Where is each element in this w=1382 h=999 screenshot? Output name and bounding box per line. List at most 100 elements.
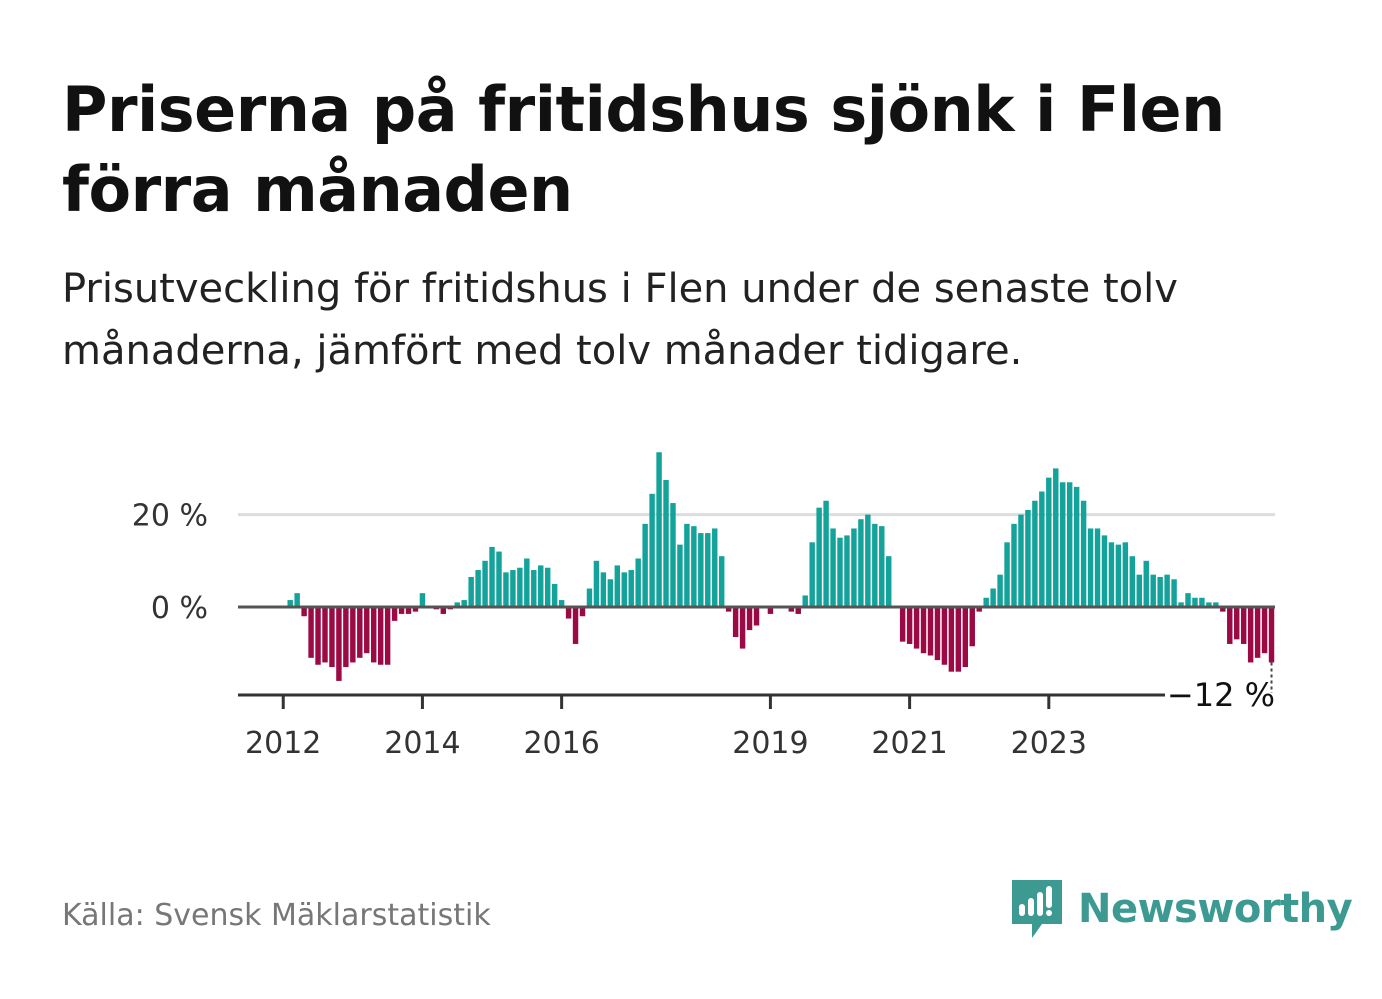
bar xyxy=(788,607,795,612)
bars xyxy=(287,452,1275,681)
bar xyxy=(865,514,871,607)
bar xyxy=(746,607,753,631)
bar xyxy=(920,607,927,654)
bar xyxy=(725,607,732,612)
bar xyxy=(357,607,363,658)
bar xyxy=(705,533,711,607)
bar xyxy=(1115,544,1122,607)
bar xyxy=(879,526,885,607)
bar xyxy=(572,607,579,644)
bar xyxy=(308,607,314,658)
bar xyxy=(955,607,962,672)
bar xyxy=(600,572,607,607)
labels: 0 % 20 % 2012 2014 2016 2019 2021 2023 −12 % xyxy=(132,499,1275,761)
bar xyxy=(364,607,370,654)
bar xyxy=(1053,468,1059,607)
bar xyxy=(927,607,934,656)
x-tick-label: 2019 xyxy=(732,726,808,761)
bar xyxy=(322,607,328,663)
bar xyxy=(795,607,801,614)
title-line-1: Priserna på fritidshus sjönk i Flen xyxy=(62,73,1225,146)
bar xyxy=(391,607,398,621)
bar xyxy=(809,542,815,607)
bar xyxy=(1254,607,1261,658)
source-note: Källa: Svensk Mäklarstatistik xyxy=(62,898,491,933)
bar xyxy=(1136,574,1142,607)
bar xyxy=(1018,514,1024,607)
bar xyxy=(614,565,621,607)
bar xyxy=(454,602,460,607)
bar xyxy=(691,526,697,607)
bar xyxy=(371,607,377,663)
chart-subtitle: Prisutveckling för fritidshus i Flen und… xyxy=(62,258,1322,382)
bar xyxy=(558,600,565,607)
last-value-label: −12 % xyxy=(1167,676,1275,714)
bar xyxy=(1046,477,1052,607)
x-tick-label: 2012 xyxy=(245,726,321,761)
bar xyxy=(593,560,600,607)
bar xyxy=(906,607,913,644)
price-change-bar-chart: 0 % 20 % 2012 2014 2016 2019 2021 2023 −12 % xyxy=(132,452,1275,761)
bar xyxy=(823,500,829,607)
bar xyxy=(739,607,746,649)
bar xyxy=(1129,556,1136,607)
bar xyxy=(663,479,669,607)
bar xyxy=(1066,482,1073,607)
bar xyxy=(1060,482,1066,607)
bar xyxy=(343,607,349,668)
newsworthy-logo-icon xyxy=(1012,880,1062,938)
bar xyxy=(1108,542,1115,607)
brand-name: Newsworthy xyxy=(1078,886,1353,932)
bar xyxy=(503,572,509,607)
bar xyxy=(1220,607,1226,612)
bar xyxy=(524,558,530,607)
bar xyxy=(1261,607,1268,654)
bar xyxy=(934,607,941,661)
x-tick-label: 2023 xyxy=(1011,726,1087,761)
x-tick-label: 2016 xyxy=(523,726,599,761)
bar xyxy=(565,607,572,619)
subtitle-line-2: månaderna, jämfört med tolv månader tidi… xyxy=(62,328,1023,374)
bar xyxy=(398,607,405,614)
bar xyxy=(830,528,836,607)
bar xyxy=(1087,528,1094,607)
bar xyxy=(1004,542,1010,607)
bar xyxy=(1122,542,1129,607)
bar xyxy=(851,528,857,607)
bar xyxy=(684,523,690,607)
bar xyxy=(461,600,467,607)
brand-logo[interactable]: Newsworthy xyxy=(1010,878,1353,940)
bar xyxy=(586,588,593,607)
bar xyxy=(475,570,481,607)
bar xyxy=(1206,602,1212,607)
bar xyxy=(642,523,648,607)
bar xyxy=(886,556,892,607)
bar xyxy=(1171,579,1177,607)
bar xyxy=(1032,500,1038,607)
bar xyxy=(802,595,808,607)
bar xyxy=(1094,528,1101,607)
bar xyxy=(753,607,760,626)
bar xyxy=(1101,535,1108,607)
bar xyxy=(872,523,878,607)
bar xyxy=(329,607,335,668)
bar xyxy=(621,572,627,607)
bar xyxy=(482,560,488,607)
bar xyxy=(350,607,356,663)
bar xyxy=(628,570,634,607)
bar xyxy=(551,583,558,607)
bar xyxy=(489,546,495,607)
y-tick-label: 0 % xyxy=(151,591,208,626)
subtitle-line-1: Prisutveckling för fritidshus i Flen und… xyxy=(62,266,1178,312)
bar xyxy=(1185,593,1191,607)
bar xyxy=(384,607,391,665)
bar xyxy=(538,565,544,607)
bar xyxy=(531,570,537,607)
bar xyxy=(635,558,641,607)
y-tick-label: 20 % xyxy=(132,499,208,534)
bar xyxy=(899,607,906,642)
bar xyxy=(1199,597,1205,607)
bar xyxy=(656,452,662,607)
bar xyxy=(712,528,718,607)
bar xyxy=(948,607,955,672)
